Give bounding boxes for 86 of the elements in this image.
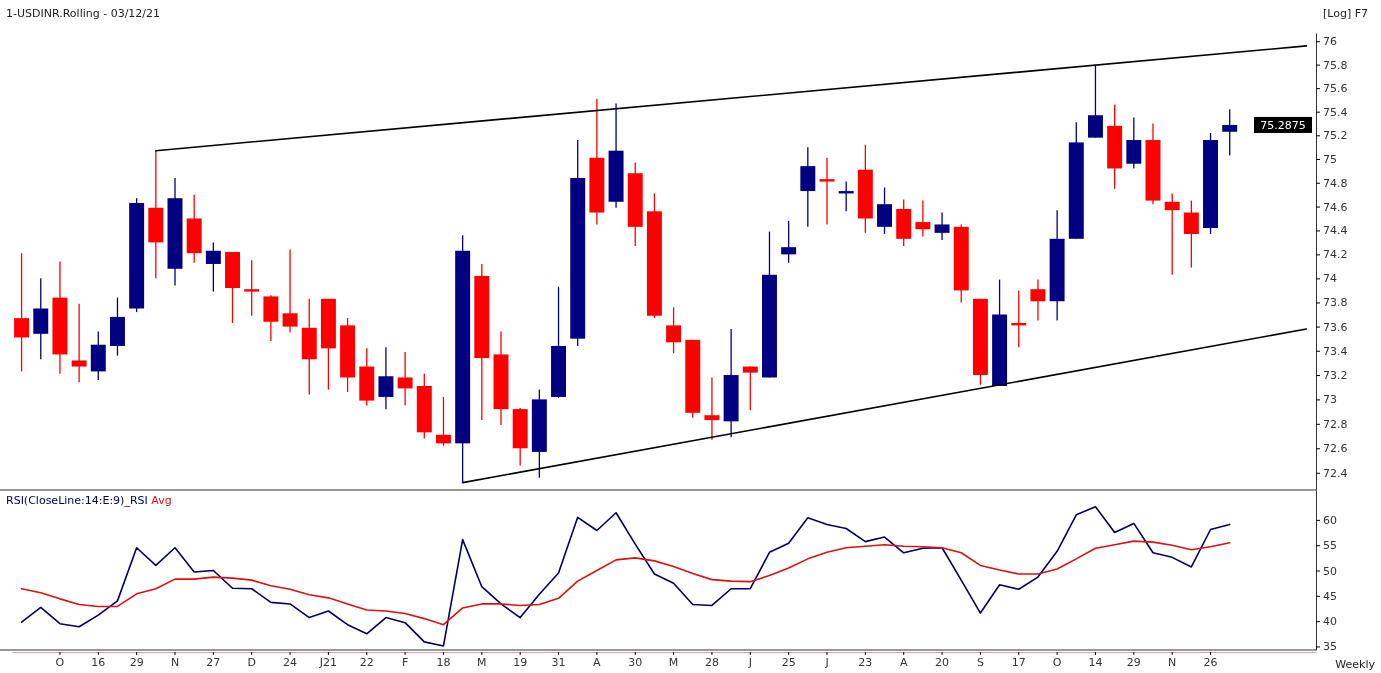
candlestick [915,199,931,238]
candlestick [1222,108,1238,157]
candlestick [934,211,950,241]
x-tick-label: A [899,655,908,669]
y-tick-label: 75.4 [1323,105,1348,119]
candlestick [282,248,298,334]
y-tick-label: 35 [1323,640,1337,654]
y-tick-label: 75.8 [1323,58,1348,72]
candlestick [819,157,835,226]
x-tick-label: D [247,655,256,669]
y-tick-label: 40 [1323,615,1337,629]
x-tick-label: 29 [129,655,144,669]
line-series [20,540,1231,626]
y-tick-label: 72.6 [1323,442,1348,456]
y-tick-label: 74.2 [1323,248,1348,262]
y-tick-label: 74.4 [1323,224,1348,238]
x-tick-label: M [668,655,679,669]
x-tick-label: 26 [1203,655,1218,669]
candlestick [781,220,797,264]
candlestick [71,303,87,383]
candlestick [244,259,260,317]
y-tick-label: 73.2 [1323,369,1348,383]
candlestick [1126,116,1142,170]
candlestick [1030,278,1046,322]
y-tick-label: 60 [1323,513,1337,527]
line-series [20,505,1231,647]
x-tick-label: 14 [1088,655,1103,669]
y-tick-label: 50 [1323,564,1337,578]
chart-title: 1-USDINR.Rolling - 03/12/21 [6,7,161,20]
x-tick-label: 29 [1126,655,1141,669]
x-tick-label: 27 [206,655,221,669]
y-tick-label: 73 [1323,393,1337,407]
x-tick-label: J [747,655,752,669]
x-tick-label: J21 [318,655,338,669]
x-tick-label: M [477,655,487,669]
text: RSI(CloseLine:14:E:9)_RSI [6,494,152,507]
x-tick-label: 24 [283,655,298,669]
x-tick-label: N [170,655,180,669]
x-axis-title: Weekly [1335,658,1376,671]
y-tick-label: 75.2 [1323,129,1348,143]
y-tick-label: 45 [1323,589,1337,603]
candlestick [435,396,451,447]
text: Avg [151,494,172,507]
candlestick [877,186,893,235]
y-tick-label: 75.6 [1323,82,1348,96]
candlestick [205,241,221,293]
x-tick-label: S [976,655,984,669]
candlestick [397,351,413,407]
candlestick [1183,199,1199,269]
candlestick [1164,192,1180,276]
y-tick-label: 74 [1323,272,1337,286]
candlestick [704,376,720,441]
x-tick-label: 18 [436,655,451,669]
text: [Log] F7 [1322,7,1368,20]
x-tick-label: 25 [781,655,796,669]
x-tick-label: 17 [1011,655,1026,669]
x-tick-label: 30 [628,655,643,669]
candlestick [1087,65,1103,139]
x-tick-label: 22 [359,655,374,669]
y-tick-label: 55 [1323,539,1337,553]
y-tick-label: 74.8 [1323,176,1348,190]
x-tick-label: 23 [858,655,873,669]
x-tick-label: J [824,655,829,669]
y-tick-label: 75 [1323,153,1337,167]
y-tick-label: 72.4 [1323,466,1348,480]
x-tick-label: 20 [935,655,950,669]
y-tick-label: 76 [1323,35,1337,49]
candlestick [14,252,30,373]
candlestick [378,346,394,410]
y-tick-label: 72.8 [1323,417,1348,431]
x-tick-label: A [593,655,602,669]
x-tick-label: 28 [704,655,719,669]
x-tick-label: O [55,655,65,669]
annotation: 75.2875 [1260,118,1306,132]
x-tick-label: N [1168,655,1177,669]
x-tick-label: 16 [91,655,106,669]
y-tick-label: 73.6 [1323,320,1348,334]
x-tick-label: 19 [513,655,528,669]
x-tick-label: O [1052,655,1062,669]
y-tick-label: 74.6 [1323,200,1348,214]
x-tick-label: 31 [551,655,566,669]
candlestick [742,365,758,411]
candlestick [666,306,682,354]
y-tick-label: 73.4 [1323,344,1348,358]
x-tick-label: F [401,655,409,669]
y-tick-label: 73.8 [1323,296,1348,310]
